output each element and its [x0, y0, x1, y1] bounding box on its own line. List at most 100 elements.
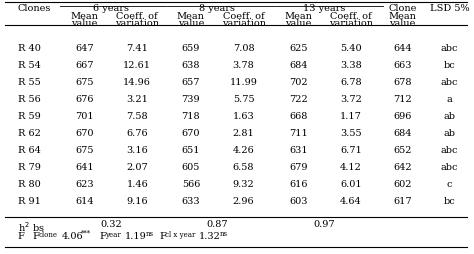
Text: 617: 617 — [393, 197, 412, 206]
Text: variation: variation — [329, 19, 373, 28]
Text: abc: abc — [441, 78, 458, 87]
Text: 1.17: 1.17 — [340, 112, 362, 121]
Text: 1.32: 1.32 — [199, 232, 221, 241]
Text: 8 years: 8 years — [199, 4, 235, 13]
Text: 602: 602 — [393, 180, 412, 189]
Text: abc: abc — [441, 146, 458, 155]
Text: 3.55: 3.55 — [340, 129, 362, 138]
Text: 722: 722 — [289, 95, 308, 104]
Text: 4.12: 4.12 — [340, 163, 362, 172]
Text: ns: ns — [146, 230, 154, 238]
Text: 684: 684 — [393, 129, 412, 138]
Text: ns: ns — [220, 230, 228, 238]
Text: 9.32: 9.32 — [233, 180, 255, 189]
Text: a: a — [447, 95, 452, 104]
Text: Coeff. of: Coeff. of — [223, 12, 264, 21]
Text: 0.87: 0.87 — [206, 220, 228, 229]
Text: LSD 5%: LSD 5% — [429, 4, 469, 13]
Text: 6.78: 6.78 — [340, 78, 362, 87]
Text: 7.41: 7.41 — [126, 44, 148, 53]
Text: Mean: Mean — [71, 12, 99, 21]
Text: Mean: Mean — [284, 12, 312, 21]
Text: 638: 638 — [182, 61, 200, 70]
Text: R 40: R 40 — [18, 44, 41, 53]
Text: bc: bc — [444, 197, 455, 206]
Text: 9.16: 9.16 — [127, 197, 148, 206]
Text: 6.71: 6.71 — [340, 146, 362, 155]
Text: 739: 739 — [182, 95, 200, 104]
Text: 644: 644 — [393, 44, 412, 53]
Text: variation: variation — [221, 19, 265, 28]
Text: cl x year: cl x year — [165, 231, 195, 239]
Text: 702: 702 — [289, 78, 308, 87]
Text: 3.78: 3.78 — [233, 61, 255, 70]
Text: 6 years: 6 years — [93, 4, 129, 13]
Text: 684: 684 — [289, 61, 308, 70]
Text: 2.07: 2.07 — [126, 163, 148, 172]
Text: 668: 668 — [289, 112, 308, 121]
Text: Clones: Clones — [18, 4, 51, 13]
Text: variation: variation — [115, 19, 159, 28]
Text: 642: 642 — [393, 163, 412, 172]
Text: year: year — [105, 231, 121, 239]
Text: R 64: R 64 — [18, 146, 41, 155]
Text: 566: 566 — [182, 180, 200, 189]
Text: 0.32: 0.32 — [100, 220, 122, 229]
Text: abc: abc — [441, 44, 458, 53]
Text: 711: 711 — [289, 129, 308, 138]
Text: 659: 659 — [182, 44, 200, 53]
Text: 678: 678 — [393, 78, 412, 87]
Text: 676: 676 — [75, 95, 94, 104]
Text: R 56: R 56 — [18, 95, 41, 104]
Text: 647: 647 — [75, 44, 94, 53]
Text: 633: 633 — [182, 197, 200, 206]
Text: 657: 657 — [182, 78, 200, 87]
Text: R 91: R 91 — [18, 197, 41, 206]
Text: 3.21: 3.21 — [126, 95, 148, 104]
Text: Coeff. of: Coeff. of — [117, 12, 158, 21]
Text: Clone: Clone — [389, 4, 417, 13]
Text: 7.08: 7.08 — [233, 44, 255, 53]
Text: 614: 614 — [75, 197, 94, 206]
Text: 1.63: 1.63 — [233, 112, 255, 121]
Text: value: value — [71, 19, 98, 28]
Text: F: F — [100, 232, 106, 241]
Text: 5.75: 5.75 — [233, 95, 255, 104]
Text: 675: 675 — [75, 146, 94, 155]
Text: R 55: R 55 — [18, 78, 41, 87]
Text: 13 years: 13 years — [303, 4, 346, 13]
Text: 651: 651 — [182, 146, 200, 155]
Text: ***: *** — [81, 230, 91, 238]
Text: 2.96: 2.96 — [233, 197, 255, 206]
Text: 605: 605 — [182, 163, 200, 172]
Text: c: c — [447, 180, 452, 189]
Text: Mean: Mean — [389, 12, 417, 21]
Text: ab: ab — [443, 112, 456, 121]
Text: 675: 675 — [75, 78, 94, 87]
Text: 670: 670 — [182, 129, 200, 138]
Text: F: F — [159, 232, 166, 241]
Text: R 54: R 54 — [18, 61, 41, 70]
Text: 718: 718 — [182, 112, 200, 121]
Text: 623: 623 — [75, 180, 94, 189]
Text: 4.26: 4.26 — [233, 146, 255, 155]
Text: R 59: R 59 — [18, 112, 41, 121]
Text: value: value — [178, 19, 204, 28]
Text: 667: 667 — [75, 61, 94, 70]
Text: 6.01: 6.01 — [340, 180, 362, 189]
Text: 679: 679 — [289, 163, 308, 172]
Text: 3.16: 3.16 — [126, 146, 148, 155]
Text: F: F — [33, 232, 40, 241]
Text: R 79: R 79 — [18, 163, 41, 172]
Text: 6.76: 6.76 — [127, 129, 148, 138]
Text: abc: abc — [441, 163, 458, 172]
Text: Mean: Mean — [177, 12, 205, 21]
Text: Coeff. of: Coeff. of — [330, 12, 372, 21]
Text: 5.40: 5.40 — [340, 44, 362, 53]
Text: 631: 631 — [289, 146, 308, 155]
Text: 696: 696 — [393, 112, 412, 121]
Text: value: value — [390, 19, 416, 28]
Text: 603: 603 — [289, 197, 308, 206]
Text: bc: bc — [444, 61, 455, 70]
Text: 712: 712 — [393, 95, 412, 104]
